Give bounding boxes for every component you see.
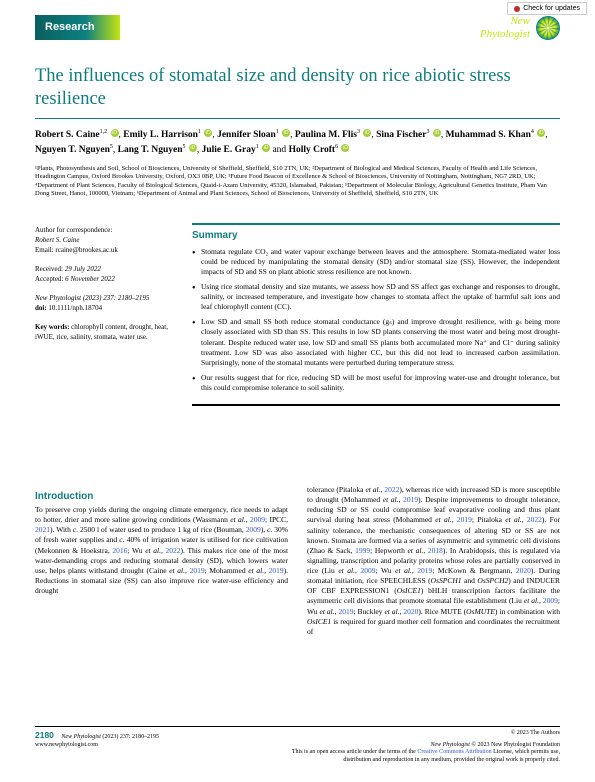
copyright-authors: © 2023 The Authors bbox=[511, 730, 560, 742]
check-updates-label: Check for updates bbox=[523, 4, 580, 13]
author-7: Nguyen T. Nguyen bbox=[35, 145, 110, 155]
corresp-email: Email: rcaine@brookes.ac.uk bbox=[35, 246, 180, 255]
page-number: 2180 bbox=[35, 730, 54, 740]
check-updates-badge[interactable]: Check for updates bbox=[507, 2, 587, 15]
journal-logo-icon bbox=[536, 16, 560, 40]
affiliations: ¹Plants, Photosynthesis and Soil, School… bbox=[35, 165, 560, 199]
header-bar: Research New Phytologist bbox=[35, 15, 560, 40]
article-title: The influences of stomatal size and dens… bbox=[35, 65, 560, 111]
author-4: Paulina M. Flis bbox=[295, 130, 357, 140]
journal-line2: Phytologist bbox=[480, 28, 530, 40]
body-col-1: To preserve crop yields during the ongoi… bbox=[35, 505, 288, 596]
orcid-icon[interactable]: iD bbox=[363, 129, 371, 137]
footer-web: www.newphytologist.com bbox=[35, 742, 98, 750]
license-line2: distribution and reproduction in any med… bbox=[343, 757, 560, 765]
orcid-icon[interactable]: iD bbox=[282, 129, 290, 137]
summary-box: Summary Stomata regulate CO₂ and water v… bbox=[192, 223, 560, 406]
research-label: Research bbox=[45, 20, 95, 35]
corresp-name: Robert S. Caine bbox=[35, 236, 80, 244]
orcid-icon[interactable]: iD bbox=[111, 129, 119, 137]
journal-cite: New Phytologist (2023) 237: 2180–2195 bbox=[35, 294, 149, 302]
license-line1: This is an open access article under the… bbox=[292, 749, 560, 757]
orcid-icon[interactable]: iD bbox=[537, 129, 545, 137]
meta-sidebar: Author for correspondence: Robert S. Cai… bbox=[35, 226, 180, 352]
summary-bullet: Low SD and small SS both reduce stomatal… bbox=[192, 317, 560, 368]
orcid-icon[interactable]: iD bbox=[433, 129, 441, 137]
orcid-icon[interactable]: iD bbox=[341, 144, 349, 152]
title-rule bbox=[35, 118, 560, 119]
introduction-heading: Introduction bbox=[35, 490, 93, 504]
body-col-2: tolerance (Pitaloka et al., 2022), where… bbox=[307, 485, 560, 637]
author-5: Sina Fischer bbox=[376, 130, 426, 140]
author-3: Jennifer Sloan bbox=[217, 130, 276, 140]
author-1: Robert S. Caine bbox=[35, 130, 100, 140]
corresp-label: Author for correspondence: bbox=[35, 226, 180, 235]
author-6: Muhammad S. Khan bbox=[446, 130, 531, 140]
received-date: Received: 29 July 2022 bbox=[35, 265, 180, 274]
summary-bullet: Stomata regulate CO₂ and water vapour ex… bbox=[192, 247, 560, 277]
summary-bullet: Using rice stomatal density and size mut… bbox=[192, 282, 560, 312]
footer-cite: New Phytologist bbox=[61, 734, 101, 740]
journal-brand: New Phytologist bbox=[480, 15, 560, 40]
author-10: Holly Croft bbox=[289, 145, 336, 155]
authors-block: Robert S. Caine1,2 iD, Emily L. Harrison… bbox=[35, 128, 560, 158]
orcid-icon[interactable]: iD bbox=[189, 144, 197, 152]
orcid-icon[interactable]: iD bbox=[204, 129, 212, 137]
author-8: Lang T. Nguyen bbox=[118, 145, 183, 155]
summary-heading: Summary bbox=[192, 229, 560, 243]
footer: 2180 New Phytologist (2023) 237: 2180–21… bbox=[35, 726, 560, 764]
crossmark-icon bbox=[514, 6, 520, 12]
orcid-icon[interactable]: iD bbox=[262, 144, 270, 152]
accepted-date: Accepted: 6 November 2022 bbox=[35, 275, 180, 284]
journal-name: New Phytologist bbox=[480, 15, 530, 39]
keywords-label: Key words: bbox=[35, 323, 69, 331]
author-2: Emily L. Harrison bbox=[123, 130, 198, 140]
author-9: Julie E. Gray bbox=[202, 145, 256, 155]
journal-line1: New bbox=[480, 15, 530, 27]
doi: doi: 10.1111/nph.18704 bbox=[35, 304, 180, 313]
research-badge: Research bbox=[35, 15, 120, 40]
summary-bullet: Our results suggest that for rice, reduc… bbox=[192, 373, 560, 393]
